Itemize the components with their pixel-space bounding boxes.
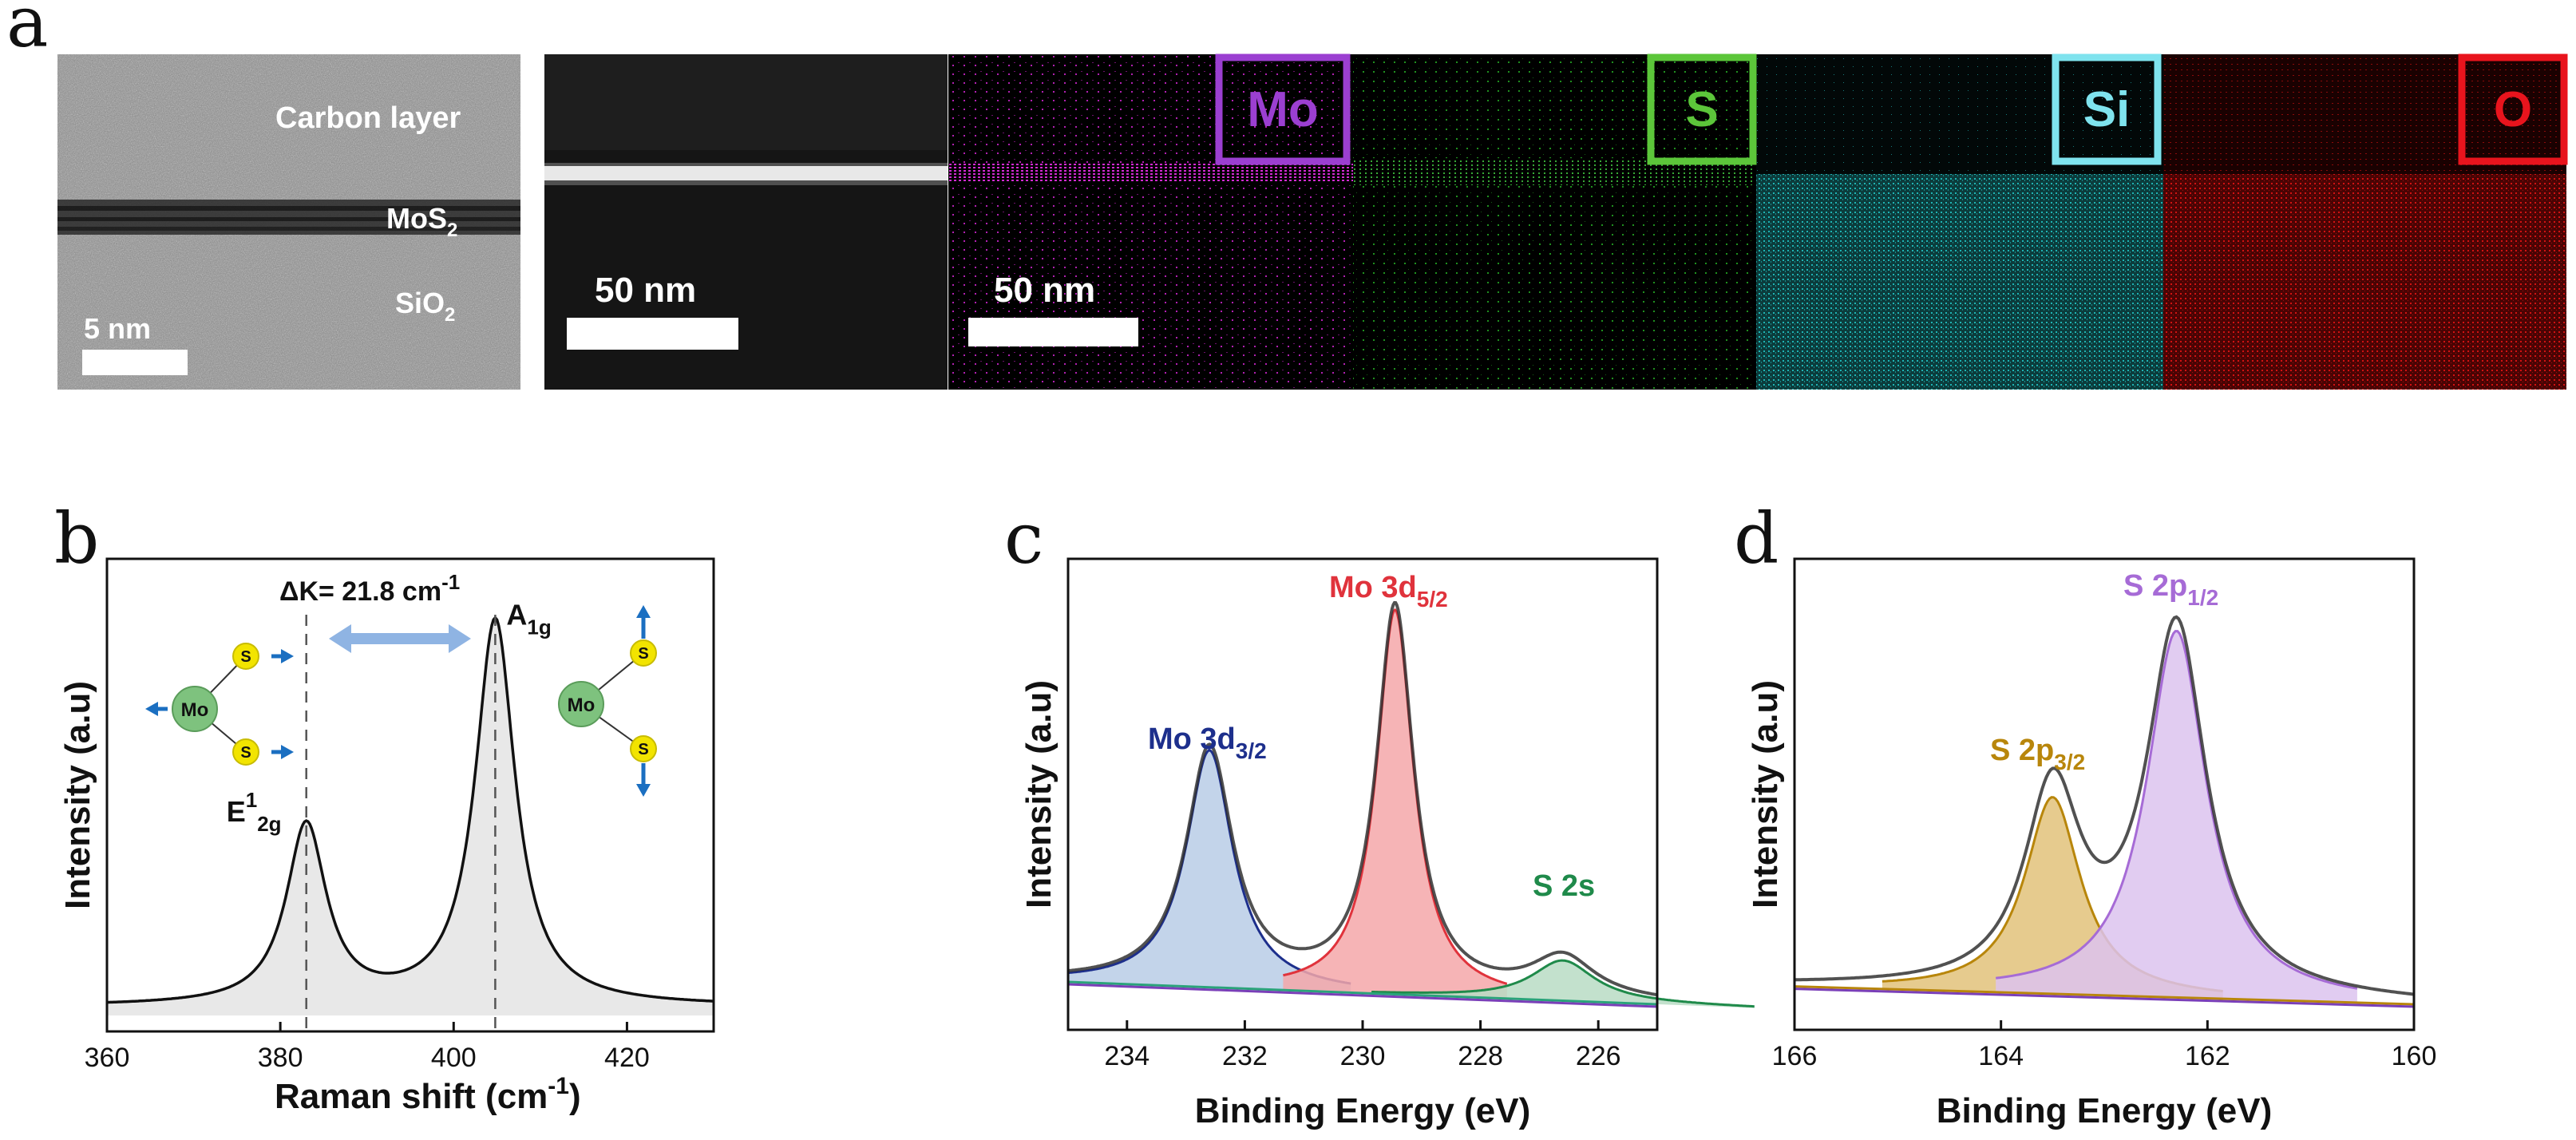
peak-label-1: Mo 3d5/2	[1329, 571, 1448, 612]
component-fill-1	[1283, 609, 1507, 999]
x-tick-label: 226	[1576, 1041, 1621, 1071]
baseline-0	[1794, 985, 2415, 1006]
x-tick-label: 228	[1458, 1041, 1503, 1071]
raman-chart: 360 380 400 420 E12g A1g ΔK= 21.8 cm-1 Raman sh…	[58, 557, 715, 1116]
x-tick-label: 400	[431, 1043, 477, 1073]
x-tick-label: 230	[1340, 1041, 1386, 1071]
arrow-s-up-head	[636, 605, 651, 618]
xps-mo-chart: 234 232 230 228 226 Mo 3d3/2 Mo 3d5/2 S 2s Bindi…	[1019, 557, 1755, 1130]
s-atom-label: S	[240, 744, 251, 762]
x-tick-label: 234	[1104, 1041, 1150, 1071]
s-atom	[630, 639, 657, 667]
component-fill-1	[1996, 631, 2357, 1003]
baseline-0	[1067, 980, 1658, 1006]
tem-image: Carbon layer MoS2 SiO2 5 nm	[57, 54, 520, 390]
x-tick-label: 420	[604, 1043, 650, 1073]
tem-scale-label: 5 nm	[84, 312, 151, 345]
y-axis-label: Intensity (a.u)	[58, 681, 97, 909]
mo-atom	[172, 686, 218, 732]
tem-scale-bar	[82, 350, 188, 375]
s-atom-label: S	[638, 741, 648, 758]
haadf-scale-bar	[567, 318, 738, 350]
molecule-a1g: Mo S S	[558, 639, 657, 762]
map-scale-bar	[968, 318, 1138, 346]
plot-frame	[1793, 557, 2416, 1031]
component-line-1	[1283, 608, 1508, 985]
x-tick-label: 380	[258, 1043, 303, 1073]
arrow-s-down-head	[636, 784, 651, 797]
panel-letter-d: d	[1734, 497, 1779, 580]
x-axis-label: Raman shift (cm-1)	[275, 1073, 581, 1116]
peak-label-e2g: E12g	[227, 788, 282, 836]
peak-label-a1g: A1g	[506, 599, 551, 639]
envelope-line	[1794, 615, 2415, 996]
panel-letter-c: c	[1004, 497, 1043, 580]
x-axis-label: Binding Energy (eV)	[1937, 1091, 2272, 1130]
raman-spectrum-line	[106, 616, 714, 1004]
s-atom-label: S	[638, 645, 648, 663]
element-box-o	[2458, 53, 2568, 165]
xps-s-chart: 166 164 162 160 S 2p3/2 S 2p1/2 Binding Energy…	[1746, 557, 2437, 1130]
component-line-2	[1371, 959, 1755, 1008]
haadf-scale-label: 50 nm	[595, 271, 696, 310]
panel-letter-a: a	[6, 0, 48, 63]
s-atom	[232, 738, 259, 766]
x-tick-label: 160	[2392, 1041, 2437, 1071]
component-line-1	[1996, 630, 2358, 990]
element-label-si: Si	[2083, 82, 2131, 137]
s-atom	[232, 643, 259, 670]
peak-label-0: S 2p3/2	[1990, 734, 2085, 774]
baseline-1	[1794, 988, 2415, 1008]
y-axis-label: Intensity (a.u)	[1019, 680, 1058, 908]
x-tick-label: 164	[1978, 1041, 2024, 1071]
delta-k-annotation: ΔK= 21.8 cm-1	[279, 570, 460, 607]
element-box-mo	[1215, 53, 1351, 165]
x-axis-label: Binding Energy (eV)	[1195, 1091, 1530, 1130]
envelope-line	[1067, 600, 1658, 997]
component-fill-0	[1068, 750, 1351, 993]
y-axis-label: Intensity (a.u)	[1746, 680, 1785, 908]
x-tick-label: 360	[85, 1043, 130, 1073]
haadf-image: 50 nm	[544, 54, 948, 390]
plot-frame	[105, 557, 715, 1033]
eds-maps: Mo S Si O 50 nm	[948, 53, 2568, 390]
mo-atom-label: Mo	[568, 695, 596, 716]
peak-label-0: Mo 3d3/2	[1148, 722, 1267, 763]
arrow-s1-head	[281, 649, 294, 663]
tem-label-carbon: Carbon layer	[275, 101, 461, 135]
element-box-si	[2052, 53, 2162, 165]
element-label-s: S	[1685, 82, 1718, 137]
mo-atom	[558, 681, 604, 727]
x-tick-label: 232	[1222, 1041, 1268, 1071]
spectrum-fill	[107, 617, 714, 1015]
tem-label-mos2: MoS2	[386, 202, 457, 241]
component-fill-0	[1882, 797, 2223, 999]
peak-label-2: S 2s	[1533, 869, 1595, 903]
map-scale-label: 50 nm	[994, 271, 1095, 310]
peak-label-1: S 2p1/2	[2123, 569, 2218, 610]
element-box-s	[1647, 53, 1757, 165]
mo-atom-label: Mo	[181, 699, 209, 721]
arrow-s2-head	[281, 745, 294, 759]
panel-letter-b: b	[54, 497, 99, 580]
baseline-1	[1067, 983, 1658, 1008]
molecule-e2g: Mo S S	[172, 643, 259, 766]
x-tick-label: 162	[2185, 1041, 2230, 1071]
tem-label-sio2: SiO2	[395, 287, 455, 326]
x-tick-label: 166	[1772, 1041, 1818, 1071]
arrow-mo-head	[145, 702, 158, 716]
s-atom-label: S	[240, 648, 251, 666]
element-label-o: O	[2494, 82, 2532, 137]
delta-double-arrow	[329, 624, 471, 653]
s-atom	[630, 735, 657, 762]
element-label-mo: Mo	[1247, 82, 1319, 137]
